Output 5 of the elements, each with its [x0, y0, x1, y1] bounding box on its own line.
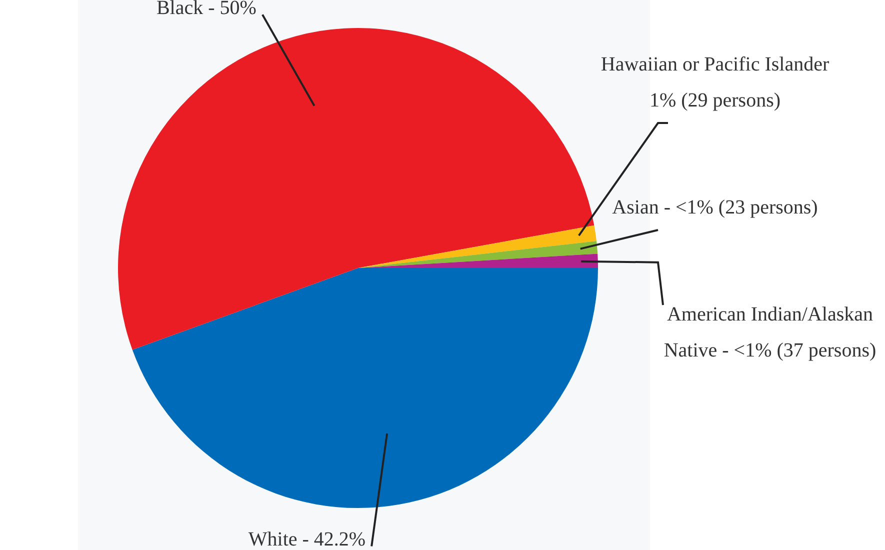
slice-label: American Indian/Alaskan Native - <1% (37 persons) — [664, 303, 876, 362]
slice-label: Hawaiian or Pacific Islander 1% (29 persons) — [600, 53, 830, 112]
slice-label: Black - 50% — [156, 0, 256, 19]
slice-label: White - 42.2% — [248, 528, 366, 550]
slice-label: Asian - <1% (23 persons) — [612, 196, 818, 218]
